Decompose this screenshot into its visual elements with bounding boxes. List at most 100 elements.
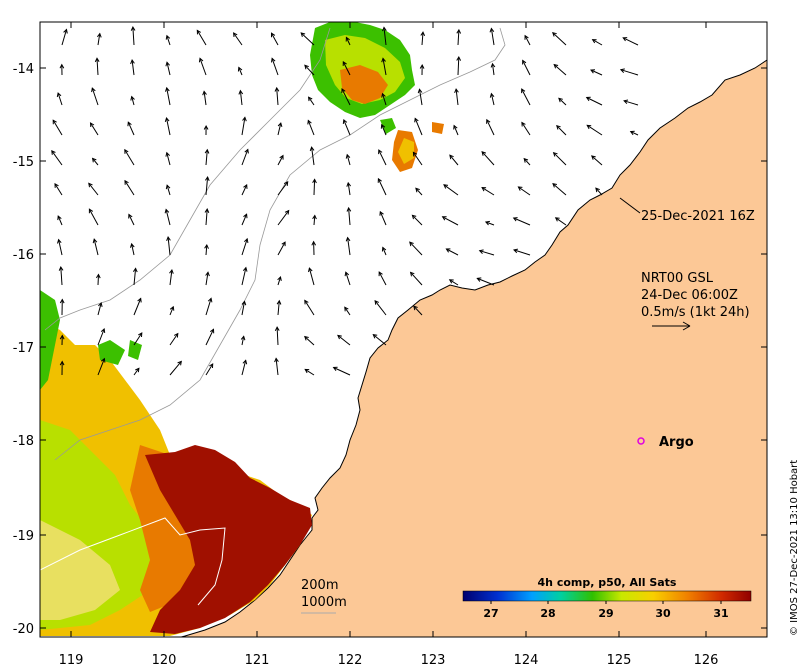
current-vector — [271, 32, 279, 46]
current-vector — [131, 96, 135, 106]
current-vector-head — [595, 187, 600, 193]
current-vector-head — [94, 57, 100, 63]
current-vector — [54, 183, 63, 196]
current-vector-head — [59, 298, 65, 304]
current-vector — [521, 122, 531, 136]
current-vector — [553, 152, 567, 166]
current-vector-head — [378, 271, 383, 277]
current-vector-head — [169, 305, 175, 311]
current-vector-head — [523, 157, 529, 163]
current-vector-head — [623, 99, 629, 104]
current-vector — [341, 88, 351, 106]
current-vector-head — [304, 368, 310, 374]
current-vector — [277, 181, 289, 196]
current-vector-head — [382, 26, 387, 32]
current-vector-head — [590, 69, 596, 74]
current-vector — [51, 150, 63, 166]
current-vector — [132, 27, 135, 46]
current-vector-head — [100, 328, 106, 333]
current-vector — [620, 69, 639, 76]
current-vector-head — [481, 187, 487, 192]
current-vector — [382, 58, 387, 76]
current-vector-head — [413, 305, 418, 311]
current-vector — [345, 272, 351, 286]
current-vector-head — [552, 183, 558, 188]
current-vector — [97, 328, 105, 346]
y-tick-label: -19 — [13, 529, 34, 544]
current-vector — [348, 207, 351, 226]
current-vector — [165, 209, 171, 226]
x-tick-label: 126 — [694, 653, 719, 668]
current-vector-head — [277, 276, 282, 282]
isobath-1000m-line — [44, 27, 331, 331]
current-vector — [490, 28, 495, 46]
current-vector — [595, 187, 603, 196]
current-vector-head — [414, 117, 419, 123]
current-vector-head — [372, 333, 378, 339]
current-vector-head — [381, 57, 386, 63]
current-vector-head — [591, 155, 596, 160]
current-vector-head — [304, 64, 309, 70]
current-vector — [241, 336, 245, 346]
current-vector — [241, 267, 247, 286]
current-vector — [343, 119, 351, 136]
current-vector-head — [284, 209, 290, 215]
current-vector-head — [342, 60, 347, 66]
current-vector — [382, 247, 387, 256]
current-vector — [481, 187, 495, 196]
current-vector-head — [346, 206, 352, 212]
current-vector — [300, 32, 315, 46]
current-vector — [88, 208, 99, 226]
current-vector — [479, 250, 495, 256]
current-vector-head — [453, 124, 458, 130]
current-vector — [133, 332, 143, 346]
current-vector-head — [454, 88, 459, 93]
current-vector-head — [279, 154, 284, 160]
current-vector — [412, 214, 423, 226]
current-vector — [421, 32, 424, 46]
current-vector — [378, 149, 387, 166]
current-vector-head — [52, 119, 57, 125]
current-vector-head — [346, 181, 352, 187]
current-vector-head — [586, 124, 592, 130]
current-vector — [97, 274, 99, 286]
current-vector-head — [274, 86, 280, 92]
current-vector — [127, 121, 135, 136]
current-vector-head — [524, 34, 529, 40]
current-vector — [414, 118, 423, 136]
current-vector — [97, 358, 105, 376]
current-vector-head — [556, 124, 561, 130]
current-vector — [477, 277, 495, 286]
current-vector — [553, 64, 567, 76]
current-scale-label: 0.5m/s (1kt 24h) — [641, 305, 750, 320]
current-vector — [199, 58, 207, 76]
current-vector-head — [204, 243, 209, 249]
current-vector — [238, 67, 243, 76]
current-vector — [443, 184, 459, 196]
current-vector-head — [379, 210, 384, 216]
current-vector-head — [332, 366, 338, 372]
current-vector-head — [489, 92, 495, 98]
x-tick-label: 124 — [514, 653, 539, 668]
current-vector — [492, 63, 495, 76]
current-vector-head — [209, 363, 214, 369]
current-vector-head — [307, 119, 312, 125]
current-vector-head — [517, 186, 523, 191]
current-vector — [308, 267, 315, 286]
current-vector-head — [344, 271, 350, 277]
current-vector-head — [274, 357, 279, 363]
current-vector — [311, 147, 315, 166]
current-vector-head — [456, 28, 462, 34]
current-vector — [486, 119, 495, 136]
current-vector-head — [57, 215, 62, 221]
current-vector — [374, 300, 387, 316]
current-vector — [88, 182, 99, 196]
current-vector — [377, 178, 387, 196]
current-vector-head — [124, 179, 129, 185]
current-vector — [131, 243, 135, 256]
current-vector — [271, 58, 279, 76]
current-vector — [513, 249, 531, 256]
current-vector-head — [242, 359, 248, 365]
current-vector-head — [345, 236, 351, 242]
current-vector — [372, 334, 387, 346]
